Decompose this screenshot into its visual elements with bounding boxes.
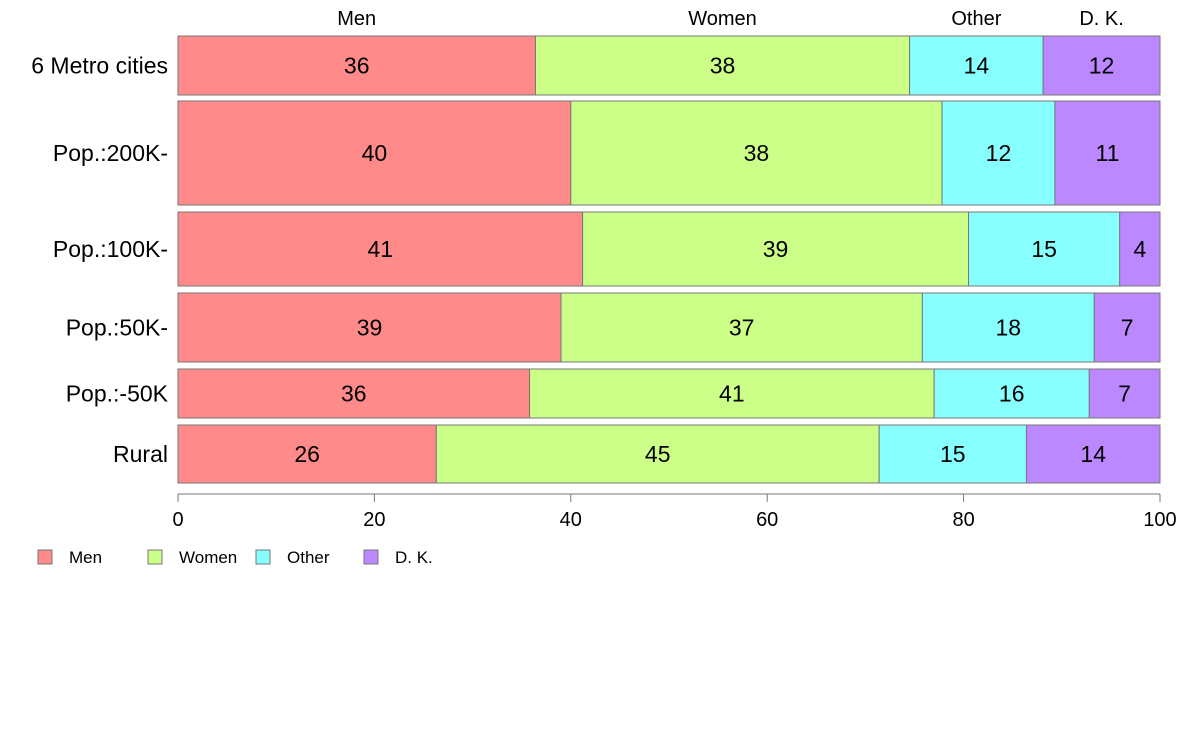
x-tick-label: 20 xyxy=(363,509,385,531)
data-label: 14 xyxy=(1080,441,1106,467)
legend-swatch xyxy=(363,549,379,565)
bar-segment xyxy=(435,424,880,484)
data-label: 38 xyxy=(710,53,736,79)
category-label: Pop.:-50K xyxy=(66,381,169,407)
bar-segment xyxy=(933,368,1090,419)
x-tick-label: 80 xyxy=(952,509,974,531)
bar-segment xyxy=(1025,424,1161,484)
x-tick-label: 0 xyxy=(172,509,183,531)
data-label: 12 xyxy=(1089,53,1115,79)
bar-segment xyxy=(1054,100,1161,206)
column-header: D. K. xyxy=(1079,8,1123,30)
column-headers: Men Women Other D. K. xyxy=(337,8,1124,30)
bar-segment xyxy=(941,100,1056,206)
bar-segment xyxy=(1119,211,1161,287)
bar-segment xyxy=(1042,35,1161,96)
column-header: Other xyxy=(951,8,1001,30)
data-label: 39 xyxy=(357,315,383,341)
data-label: 38 xyxy=(744,140,770,166)
bar-segment xyxy=(177,292,562,363)
x-axis: 0 20 40 60 80 100 xyxy=(172,493,1177,531)
legend-label: Women xyxy=(179,548,237,567)
legend-label: D. K. xyxy=(395,548,433,567)
category-label: Rural xyxy=(113,441,168,467)
data-label: 41 xyxy=(367,236,393,262)
bar-segment xyxy=(909,35,1044,96)
legend-label: Men xyxy=(69,548,102,567)
data-label: 39 xyxy=(763,236,789,262)
category-label: Pop.:100K- xyxy=(53,236,168,262)
data-label: 11 xyxy=(1096,140,1120,166)
data-label: 4 xyxy=(1133,236,1146,262)
category-label: Pop.:200K- xyxy=(53,140,168,166)
x-tick-label: 60 xyxy=(756,509,778,531)
bar-segment xyxy=(177,35,536,96)
bar-segment xyxy=(1093,292,1161,363)
bar-segment xyxy=(534,35,911,96)
data-label: 12 xyxy=(986,140,1012,166)
bar-segment xyxy=(1088,368,1161,419)
x-tick-label: 40 xyxy=(560,509,582,531)
data-label: 16 xyxy=(999,381,1025,407)
data-label: 15 xyxy=(940,441,966,467)
data-label: 40 xyxy=(362,140,388,166)
data-label: 15 xyxy=(1031,236,1057,262)
bar-segment xyxy=(177,100,572,206)
bar-segment xyxy=(560,292,923,363)
data-label: 7 xyxy=(1121,315,1134,341)
bar-segment xyxy=(582,211,970,287)
column-header: Men xyxy=(337,8,376,30)
x-tick-label: 100 xyxy=(1143,509,1176,531)
bars: 36 38 14 12 40 38 12 11 41 39 15 4 39 37 18 7 36 41 16 7 26 4… xyxy=(177,35,1161,484)
data-label: 45 xyxy=(645,441,671,467)
bar-segment xyxy=(177,368,531,419)
legend-label: Other xyxy=(287,548,330,567)
bar-segment xyxy=(529,368,935,419)
data-label: 7 xyxy=(1118,381,1131,407)
data-label: 37 xyxy=(729,315,755,341)
bar-segment xyxy=(921,292,1095,363)
data-label: 26 xyxy=(294,441,320,467)
data-label: 41 xyxy=(719,381,745,407)
bar-segment xyxy=(570,100,943,206)
category-labels: 6 Metro cities Pop.:200K- Pop.:100K- Pop.:5… xyxy=(31,53,168,468)
category-label: 6 Metro cities xyxy=(31,53,168,79)
bar-segment xyxy=(177,211,584,287)
data-label: 36 xyxy=(341,381,367,407)
data-label: 36 xyxy=(344,53,370,79)
bar-segment xyxy=(177,424,437,484)
data-label: 14 xyxy=(964,53,990,79)
legend: Men Women Other D. K. xyxy=(37,548,433,567)
category-label: Pop.:50K- xyxy=(66,315,168,341)
legend-swatch xyxy=(37,549,53,565)
legend-swatch xyxy=(147,549,163,565)
legend-swatch xyxy=(255,549,271,565)
bar-segment xyxy=(878,424,1027,484)
column-header: Women xyxy=(688,8,757,30)
data-label: 18 xyxy=(995,315,1021,341)
